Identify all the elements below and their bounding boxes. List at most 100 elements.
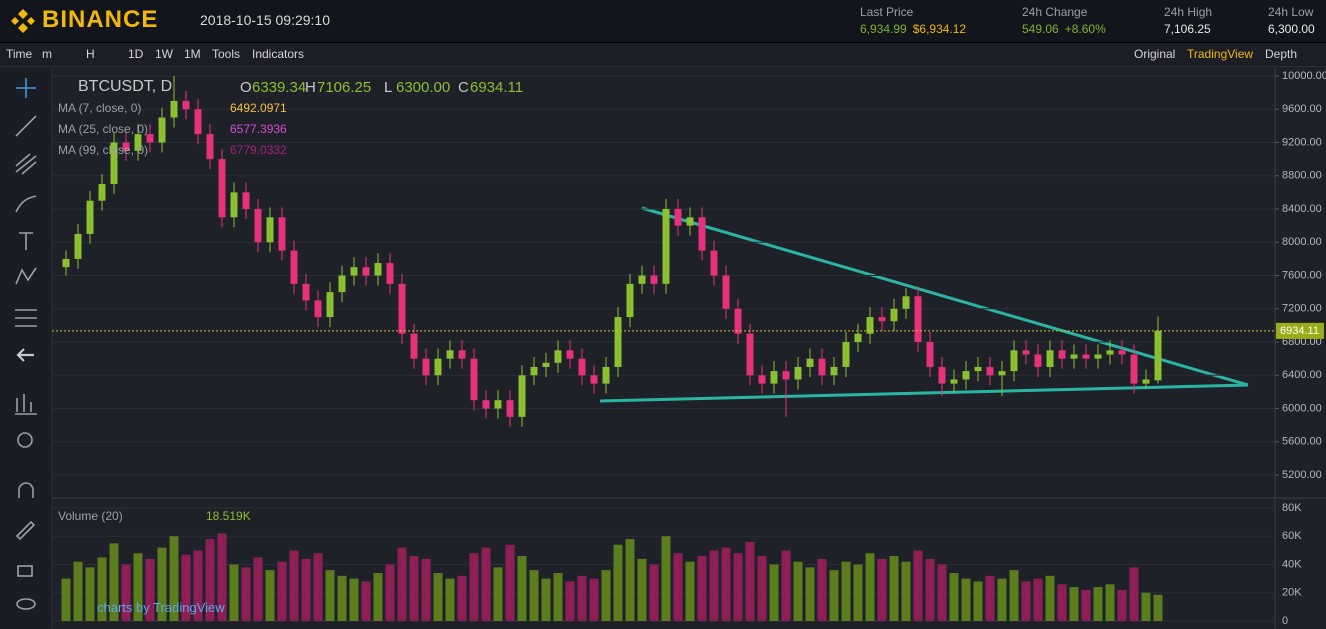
candle-body xyxy=(986,366,994,376)
candle-body xyxy=(134,134,142,151)
volume-bar xyxy=(1033,578,1043,621)
volume-bar xyxy=(589,578,599,621)
volume-bar xyxy=(373,572,383,621)
top-bar: BINANCE 2018-10-15 09:29:10 Last Price 6,… xyxy=(0,0,1326,43)
stat-value: 7,106.25 xyxy=(1164,22,1211,36)
stat-value: 6,934.99 xyxy=(860,22,907,36)
candle-body xyxy=(194,109,202,135)
volume-bar xyxy=(265,570,275,621)
candle-body xyxy=(1094,354,1102,359)
ohlc-value: 6934.11 xyxy=(470,79,524,96)
candle-body xyxy=(482,400,490,409)
datetime: 2018-10-15 09:29:10 xyxy=(200,12,330,28)
candle-body xyxy=(602,366,610,384)
ohlc-key: O xyxy=(240,79,252,96)
pitchfork-icon[interactable] xyxy=(15,153,37,175)
toolbar-button[interactable]: 1W xyxy=(155,47,173,61)
toolbar-button[interactable]: Indicators xyxy=(252,47,305,61)
candle-body xyxy=(446,350,454,359)
fib-icon[interactable] xyxy=(15,309,37,327)
candle-body xyxy=(458,350,466,359)
volume-bar xyxy=(193,550,203,621)
candle-body xyxy=(1106,350,1114,355)
toolbar-button[interactable]: 1D xyxy=(128,47,144,61)
watermark: charts by TradingView xyxy=(97,600,225,615)
volume-bar xyxy=(445,578,455,621)
study-value: 6577.3936 xyxy=(230,122,287,136)
volume-bar xyxy=(61,578,71,621)
volume-bar xyxy=(781,550,791,621)
pattern-icon[interactable] xyxy=(15,267,37,285)
candle-body xyxy=(170,100,178,118)
volume-bar xyxy=(649,564,659,621)
toolbar-button[interactable]: Tools xyxy=(212,47,241,61)
stat-label: Last Price xyxy=(860,5,914,19)
volume-bar xyxy=(517,556,527,621)
stat: Last Price 6,934.99 $6,934.12 xyxy=(860,5,972,36)
volume-bar xyxy=(421,558,431,621)
candle-body xyxy=(902,296,910,309)
candle-body xyxy=(254,209,262,243)
volume-bar xyxy=(577,575,587,621)
volume-bar xyxy=(541,578,551,621)
candle-body xyxy=(98,184,106,201)
volume-bar xyxy=(97,557,107,621)
y-tick-label: 8800.00 xyxy=(1282,170,1322,182)
candle-body xyxy=(470,358,478,401)
candle-body xyxy=(74,233,82,259)
y-tick-label: 9200.00 xyxy=(1282,136,1322,148)
eye-icon[interactable] xyxy=(16,598,36,610)
line-icon[interactable] xyxy=(15,115,37,137)
toolbar-button[interactable]: Original xyxy=(1134,47,1176,61)
volume-bar xyxy=(493,567,503,621)
crosshair-icon[interactable] xyxy=(16,78,36,98)
brush-icon[interactable] xyxy=(15,195,37,213)
toolbar-button[interactable]: Depth xyxy=(1265,47,1298,61)
candle-body xyxy=(614,317,622,367)
lock-icon[interactable] xyxy=(17,565,33,577)
volume-bar xyxy=(133,553,143,621)
candle-body xyxy=(374,263,382,276)
magnet-icon[interactable] xyxy=(18,482,34,498)
volume-bar xyxy=(685,561,695,621)
toolbar-button[interactable]: m xyxy=(42,47,52,61)
candle-body xyxy=(854,333,862,343)
logo-text: BINANCE xyxy=(42,6,159,33)
volume-bar xyxy=(937,564,947,621)
bars-icon[interactable] xyxy=(15,394,37,415)
volume-bar xyxy=(985,575,995,621)
stat-value: $6,934.12 xyxy=(912,22,967,36)
candle-body xyxy=(974,366,982,372)
candle-body xyxy=(806,358,814,367)
toolbar-button[interactable]: TradingView xyxy=(1187,47,1254,61)
volume-bar xyxy=(1105,584,1115,621)
volume-bar xyxy=(757,556,767,621)
volume-bar xyxy=(721,547,731,621)
volume-bar xyxy=(361,581,371,621)
stat-values: 549.06 +8.60% xyxy=(1022,22,1112,36)
volume-bar xyxy=(769,564,779,621)
stat-label: 24h Low xyxy=(1268,5,1314,19)
candle-body xyxy=(386,263,394,284)
candle-body xyxy=(1046,350,1054,367)
volume-bar xyxy=(325,570,335,621)
last-price-tag xyxy=(1276,322,1324,339)
back-icon[interactable] xyxy=(16,348,34,362)
volume-bar xyxy=(997,578,1007,621)
toolbar-button[interactable]: Time xyxy=(6,47,33,61)
candle-body xyxy=(182,100,190,110)
volume-bar xyxy=(349,578,359,621)
volume-value: 18.519K xyxy=(206,509,251,523)
zoom-icon[interactable] xyxy=(17,432,33,448)
candle-body xyxy=(914,296,922,343)
volume-bar xyxy=(1057,584,1067,621)
toolbar-button[interactable]: 1M xyxy=(184,47,201,61)
text-icon[interactable] xyxy=(19,232,33,250)
volume-bar xyxy=(901,561,911,621)
toolbar-button[interactable]: H xyxy=(86,47,95,61)
stat-values: 7,106.25 xyxy=(1164,22,1217,36)
pencil-icon[interactable] xyxy=(15,520,36,541)
volume-bar xyxy=(889,556,899,621)
candle-body xyxy=(758,375,766,384)
volume-bar xyxy=(229,564,239,621)
